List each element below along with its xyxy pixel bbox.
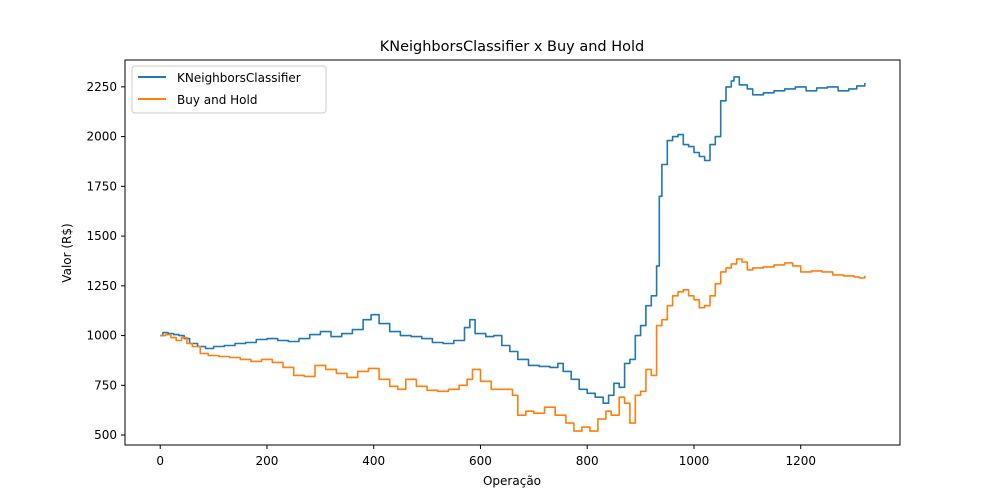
x-tick-label: 0 (156, 454, 164, 468)
plot-frame (124, 59, 901, 446)
x-axis-title: Operação (483, 474, 541, 488)
series-layer (160, 76, 866, 432)
y-axis: 500 750 1000 1250 1500 1750 2000 2250 (86, 80, 125, 442)
plot-area: 0 200 400 600 800 1000 1200 500 750 1000 1250 1500… (86, 59, 901, 468)
y-tick-label: 500 (94, 428, 117, 442)
series-line-kneighborsclassifier (160, 76, 866, 404)
y-tick-label: 1500 (86, 229, 117, 243)
x-axis: 0 200 400 600 800 1000 1200 (156, 445, 816, 468)
y-tick-label: 1750 (86, 179, 117, 193)
legend-label-knn: KNeighborsClassifier (177, 71, 301, 85)
x-tick-label: 400 (362, 454, 385, 468)
y-axis-title: Valor (R$) (60, 223, 74, 282)
x-tick-label: 1000 (679, 454, 710, 468)
x-tick-label: 800 (576, 454, 599, 468)
y-tick-label: 2250 (86, 80, 117, 94)
y-tick-label: 2000 (86, 130, 117, 144)
legend-box (131, 65, 327, 114)
x-tick-label: 1200 (785, 454, 816, 468)
x-tick-label: 600 (469, 454, 492, 468)
series-line-buy-and-hold (160, 258, 866, 432)
y-tick-label: 1250 (86, 279, 117, 293)
y-tick-label: 1000 (86, 329, 117, 343)
chart-title: KNeighborsClassifier x Buy and Hold (380, 39, 645, 55)
y-tick-label: 750 (94, 378, 117, 392)
x-tick-label: 200 (256, 454, 279, 468)
legend: KNeighborsClassifier Buy and Hold (131, 65, 327, 114)
legend-label-buy-and-hold: Buy and Hold (177, 93, 257, 107)
